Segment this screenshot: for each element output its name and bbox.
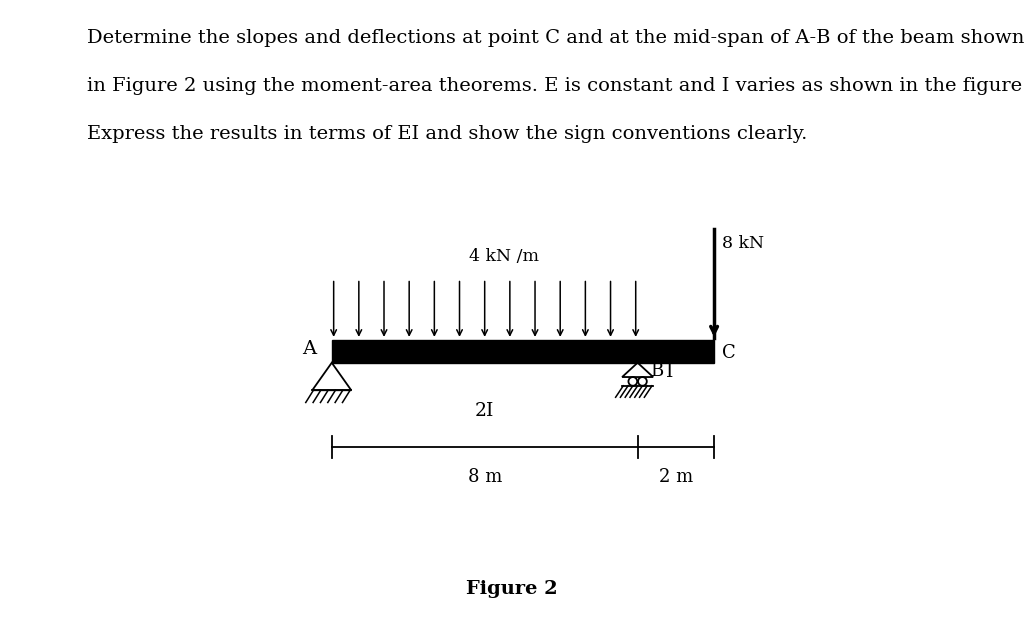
- Text: Figure 2: Figure 2: [466, 580, 558, 598]
- Text: Determine the slopes and deflections at point C and at the mid-span of A-B of th: Determine the slopes and deflections at …: [87, 29, 1024, 47]
- Text: 4 kN /m: 4 kN /m: [469, 248, 539, 265]
- Bar: [332, 340, 714, 363]
- Text: I: I: [667, 364, 674, 381]
- Text: 2 m: 2 m: [658, 468, 693, 486]
- Text: B: B: [650, 362, 664, 380]
- Text: 8 m: 8 m: [468, 468, 502, 486]
- Text: 8 kN: 8 kN: [722, 235, 764, 252]
- Text: C: C: [722, 344, 735, 362]
- Text: A: A: [302, 340, 316, 358]
- Text: Express the results in terms of EI and show the sign conventions clearly.: Express the results in terms of EI and s…: [87, 125, 807, 143]
- Text: in Figure 2 using the moment-area theorems. E is constant and I varies as shown : in Figure 2 using the moment-area theore…: [87, 77, 1024, 95]
- Text: 2I: 2I: [475, 401, 495, 419]
